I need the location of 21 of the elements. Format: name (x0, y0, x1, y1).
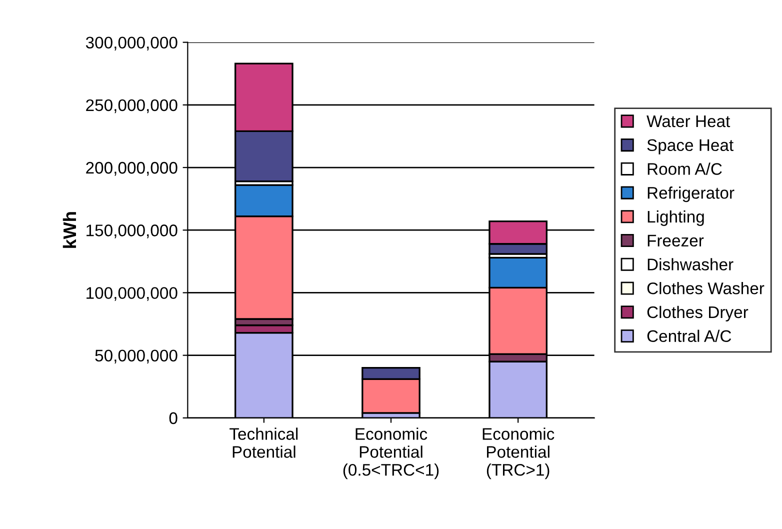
x-tick-label: Economic Potential (TRC>1) (482, 428, 554, 480)
y-tick-label: 150,000,000 (86, 224, 178, 238)
legend-label: Central A/C (647, 330, 732, 342)
x-tick-label: Technical Potential (230, 428, 298, 458)
legend-label: Lighting (648, 210, 704, 226)
legend-label: Freezer (648, 234, 704, 247)
y-tick-label: 200,000,000 (86, 162, 178, 176)
y-tick-label: 100,000,000 (86, 287, 178, 301)
y-axis-title: kWh (62, 212, 76, 248)
legend-label: Clothes Washer (647, 282, 764, 294)
legend-label: Water Heat (646, 116, 730, 128)
y-tick-label: 50,000,000 (95, 350, 178, 364)
legend-label: Room A/C (648, 162, 722, 175)
y-tick-label: 300,000,000 (86, 36, 178, 50)
x-tick-label: Economic Potential (0.5<TRC<1) (343, 428, 439, 480)
legend-label: Space Heat (647, 139, 734, 154)
y-tick-label: 250,000,000 (86, 99, 178, 114)
legend-label: Refrigerator (648, 186, 734, 202)
y-tick-label: 0 (169, 412, 178, 424)
legend-label: Dishwasher (648, 258, 734, 270)
legend-label: Clothes Dryer (647, 306, 748, 322)
